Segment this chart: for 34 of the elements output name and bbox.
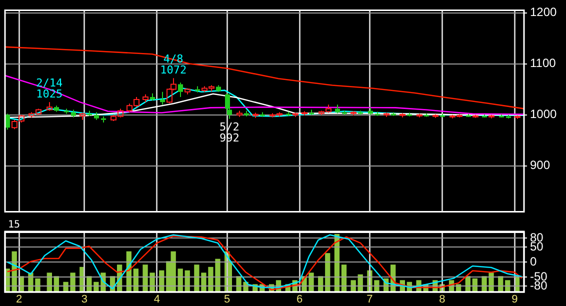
candlestick [260,112,265,118]
y-tick-label: 1200 [530,5,558,20]
y-tick-label: 0 [530,254,537,268]
x-tick-label: 8 [439,294,446,306]
candlestick [195,86,200,93]
candlestick [94,112,99,120]
candlestick [160,91,165,106]
candlestick [150,92,155,102]
candlestick [54,105,59,112]
candlestick [101,116,106,123]
candlestick [424,112,429,116]
x-tick-label: 7 [366,294,373,306]
x-tick-label: 2 [16,294,22,306]
candlestick [358,110,363,116]
y-tick-label: 1100 [530,56,556,70]
candlestick [368,107,373,116]
y-tick-label: 1000 [530,107,558,122]
candlestick [178,82,183,98]
candlestick [87,110,92,116]
x-tick-label: 5 [224,294,230,306]
x-tick-label: 4 [154,294,160,306]
candlestick [391,112,396,116]
candlestick [407,112,412,116]
candlestick [244,110,249,117]
candlestick [440,113,445,117]
x-tick-label: 3 [81,294,88,306]
annotation: 2/14 1025 [36,76,64,100]
x-tick-label: 6 [296,294,303,306]
x-tick-label: 9 [512,294,518,306]
candlestick [342,110,347,116]
y-tick-label: 900 [530,158,550,172]
text: 15 [8,220,20,231]
candlestick [216,84,221,92]
candlestick [335,104,340,114]
